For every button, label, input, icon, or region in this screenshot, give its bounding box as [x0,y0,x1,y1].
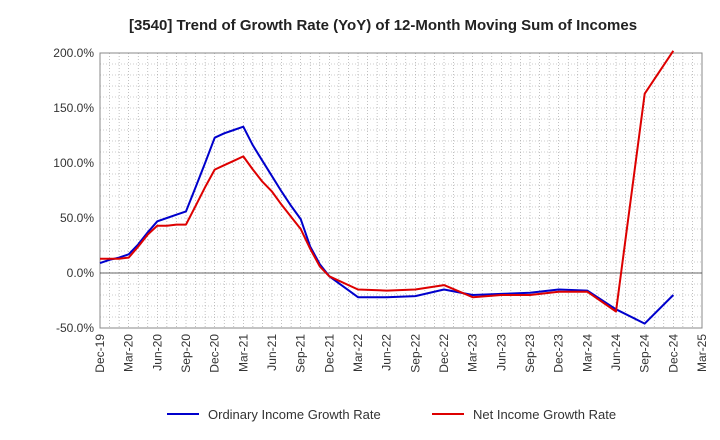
x-tick-label: Mar-24 [580,334,594,372]
y-tick-label: 100.0% [53,156,94,170]
x-tick-label: Mar-22 [351,334,365,372]
x-tick-label: Sep-22 [408,334,422,373]
x-axis-ticks: Dec-19 Mar-20 Jun-20 Sep-20 Dec-20 Mar-21 Jun-… [93,334,709,373]
x-tick-label: Jun-23 [494,334,508,371]
legend-label-net: Net Income Growth Rate [473,407,616,422]
plot-area [99,52,703,329]
chart-title: [3540] Trend of Growth Rate (YoY) of 12-… [129,17,637,34]
x-tick-label: Dec-23 [552,334,566,373]
x-tick-label: Mar-20 [122,334,136,372]
x-tick-label: Dec-19 [93,334,107,373]
x-tick-label: Jun-21 [265,334,279,371]
series-line-ordinary-income [99,125,675,325]
legend: Ordinary Income Growth Rate Net Income G… [167,407,616,422]
x-tick-label: Jun-20 [150,334,164,371]
x-tick-label: Sep-21 [294,334,308,373]
x-tick-label: Mar-21 [236,334,250,372]
y-tick-label: -50.0% [56,321,94,335]
legend-label-ordinary: Ordinary Income Growth Rate [208,407,381,422]
x-tick-label: Dec-20 [208,334,222,373]
x-tick-label: Jun-24 [609,334,623,371]
x-tick-label: Jun-22 [380,334,394,371]
y-tick-label: 0.0% [67,266,95,280]
x-tick-label: Dec-24 [666,334,680,373]
x-tick-label: Dec-21 [322,334,336,373]
x-tick-label: Sep-24 [638,334,652,373]
x-tick-label: Dec-22 [437,334,451,373]
y-axis-ticks: -50.0% 0.0% 50.0% 100.0% 150.0% 200.0% [53,46,94,335]
x-tick-label: Sep-23 [523,334,537,373]
series-line-net-income [100,50,675,313]
y-tick-label: 50.0% [60,211,94,225]
series-lines [99,50,675,325]
y-tick-label: 200.0% [53,46,94,60]
grid [99,52,703,329]
x-tick-label: Mar-23 [466,334,480,372]
x-tick-label: Mar-25 [695,334,709,372]
x-tick-label: Sep-20 [179,334,193,373]
y-tick-label: 150.0% [53,101,94,115]
